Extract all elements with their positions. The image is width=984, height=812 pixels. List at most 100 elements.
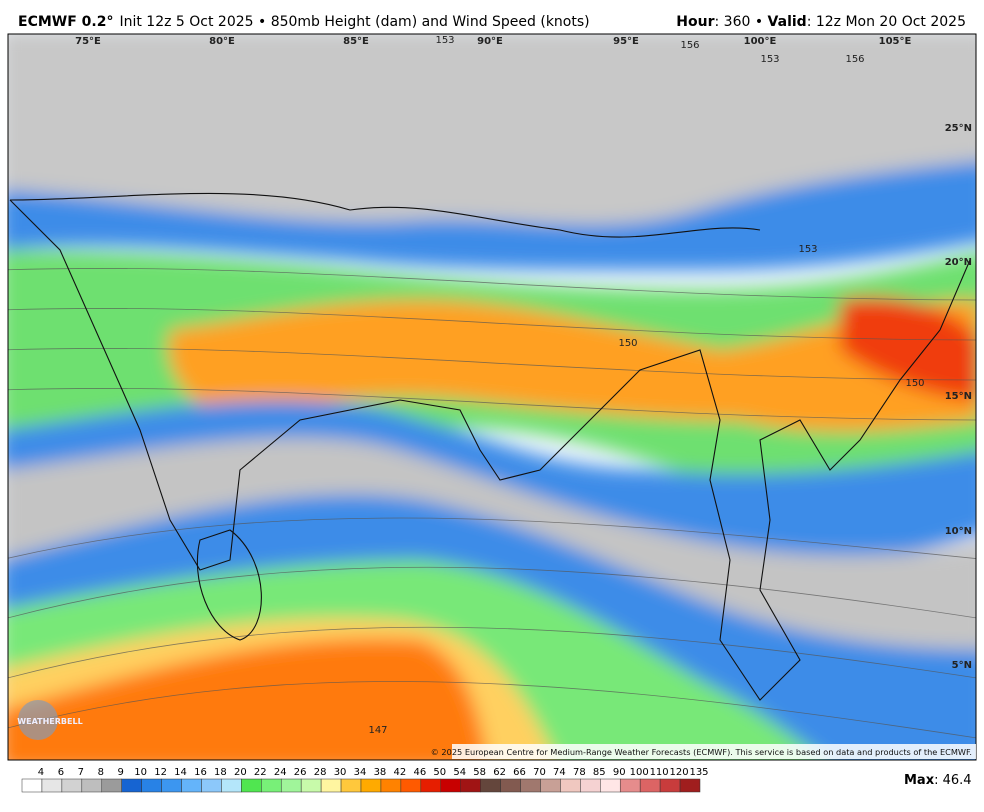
- colorbar-label: 22: [254, 767, 267, 778]
- latitude-label: 10°N: [945, 526, 972, 537]
- colorbar-label: 70: [533, 767, 546, 778]
- colorbar-box: [101, 778, 122, 793]
- longitude-label: 100°E: [744, 36, 777, 47]
- colorbar-box: [221, 778, 242, 793]
- header-left: ECMWF 0.2° Init 12z 5 Oct 2025 • 850mb He…: [18, 14, 590, 30]
- colorbar-box: [320, 778, 342, 793]
- colorbar-label: 14: [174, 767, 187, 778]
- colorbar-box: [201, 778, 222, 793]
- contour-label: 150: [905, 378, 924, 389]
- colorbar-box: [21, 778, 43, 793]
- colorbar-box: [540, 778, 561, 793]
- colorbar-label: 12: [154, 767, 167, 778]
- longitude-label: 90°E: [477, 36, 503, 47]
- colorbar-box: [81, 778, 103, 793]
- copyright: © 2025 European Centre for Medium-Range …: [431, 747, 972, 757]
- logo: WEATHERBELL: [17, 717, 82, 726]
- colorbar-label: 66: [513, 767, 526, 778]
- colorbar-label: 20: [234, 767, 247, 778]
- colorbar-label: 24: [274, 767, 287, 778]
- map-frame: [7, 33, 977, 761]
- colorbar-label: 6: [58, 767, 64, 778]
- hour-value: : 360 •: [715, 14, 768, 30]
- colorbar-box: [639, 778, 661, 793]
- colorbar-box: [121, 778, 142, 793]
- colorbar-box: [241, 778, 262, 793]
- longitude-label: 95°E: [613, 36, 639, 47]
- colorbar-label: 85: [593, 767, 606, 778]
- valid-label: Valid: [768, 14, 807, 30]
- header-right: Hour: 360 • Valid: 12z Mon 20 Oct 2025: [676, 14, 966, 30]
- longitude-label: 105°E: [879, 36, 912, 47]
- colorbar-label: 42: [394, 767, 407, 778]
- contour-label: 156: [680, 40, 699, 51]
- colorbar-label: 100: [630, 767, 649, 778]
- max-value: : 46.4: [934, 773, 971, 788]
- colorbar-label: 54: [453, 767, 466, 778]
- colorbar-box: [600, 778, 621, 793]
- colorbar-box: [41, 778, 63, 793]
- colorbar-label: 74: [553, 767, 566, 778]
- colorbar-box: [619, 778, 641, 793]
- colorbar-label: 30: [334, 767, 347, 778]
- longitude-label: 75°E: [75, 36, 101, 47]
- valid-value: : 12z Mon 20 Oct 2025: [807, 14, 966, 30]
- colorbar-label: 58: [473, 767, 486, 778]
- colorbar: 4 6 7 8 9 10 12 14 16 18 20 22 24 26 28 30 34 38 42 46 50 54 5…: [21, 767, 709, 793]
- colorbar-box: [520, 778, 541, 793]
- colorbar-label: 10: [134, 767, 147, 778]
- contour-label: 153: [760, 54, 779, 65]
- contour-label: 156: [845, 54, 864, 65]
- contour-label: 153: [435, 35, 454, 46]
- colorbar-box: [679, 778, 701, 793]
- copyright-bg: [452, 744, 976, 759]
- colorbar-label: 50: [433, 767, 446, 778]
- colorbar-label: 7: [78, 767, 84, 778]
- map: [8, 34, 976, 760]
- colorbar-box: [261, 778, 282, 793]
- colorbar-box: [580, 778, 601, 793]
- colorbar-box: [440, 778, 461, 793]
- colorbar-label: 135: [689, 767, 708, 778]
- colorbar-label: 78: [573, 767, 586, 778]
- colorbar-label: 4: [38, 767, 44, 778]
- hour-label: Hour: [676, 14, 714, 30]
- colorbar-label: 8: [98, 767, 104, 778]
- colorbar-box: [460, 778, 481, 793]
- colorbar-label: 38: [374, 767, 387, 778]
- colorbar-label: 46: [413, 767, 426, 778]
- colorbar-box: [500, 778, 521, 793]
- colorbar-box: [141, 778, 162, 793]
- longitude-label: 85°E: [343, 36, 369, 47]
- contour-label: 153: [798, 244, 817, 255]
- colorbar-box: [380, 778, 402, 793]
- colorbar-label: 18: [214, 767, 227, 778]
- latitude-label: 25°N: [945, 123, 972, 134]
- logo-mark: [18, 700, 58, 740]
- longitude-label: 80°E: [209, 36, 235, 47]
- colorbar-box: [420, 778, 442, 793]
- colorbar-box: [659, 778, 681, 793]
- contour-label: 150: [618, 338, 637, 349]
- latitude-label: 20°N: [945, 257, 972, 268]
- colorbar-label: 34: [354, 767, 367, 778]
- model: ECMWF 0.2°: [18, 14, 113, 30]
- colorbar-box: [400, 778, 422, 793]
- colorbar-label: 28: [314, 767, 327, 778]
- latitude-label: 15°N: [945, 391, 972, 402]
- colorbar-box: [560, 778, 581, 793]
- colorbar-box: [340, 778, 362, 793]
- colorbar-box: [161, 778, 182, 793]
- colorbar-box: [181, 778, 202, 793]
- colorbar-label: 120: [670, 767, 689, 778]
- colorbar-label: 90: [613, 767, 626, 778]
- colorbar-label: 9: [118, 767, 124, 778]
- description: Init 12z 5 Oct 2025 • 850mb Height (dam)…: [119, 14, 589, 30]
- colorbar-label: 16: [194, 767, 207, 778]
- latitude-label: 5°N: [952, 660, 972, 671]
- colorbar-box: [61, 778, 83, 793]
- colorbar-label: 26: [294, 767, 307, 778]
- max: Max: 46.4: [904, 773, 972, 788]
